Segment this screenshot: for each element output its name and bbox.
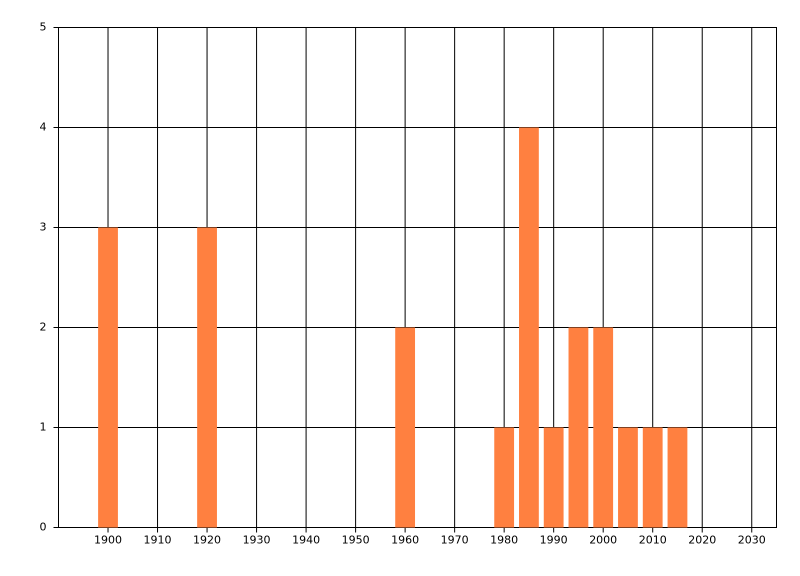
x-tick-label: 1920: [193, 534, 221, 547]
bar: [543, 427, 564, 528]
x-tick-label: 2030: [738, 534, 766, 547]
bar: [98, 227, 118, 528]
x-tick-label: 1900: [94, 534, 122, 547]
x-tick-label: 2000: [589, 534, 617, 547]
bar: [568, 327, 589, 528]
x-tick-label: 1960: [391, 534, 419, 547]
x-tick-label: 1970: [441, 534, 469, 547]
x-tick-label: 1980: [490, 534, 518, 547]
x-tick-label: 1950: [342, 534, 370, 547]
bar: [667, 427, 688, 528]
bar: [519, 127, 539, 528]
x-tick-label: 2010: [639, 534, 667, 547]
bar: [618, 427, 638, 528]
bar: [395, 327, 416, 528]
x-tick-label: 2020: [688, 534, 716, 547]
y-tick-label: 0: [40, 521, 47, 534]
y-tick-label: 3: [40, 221, 47, 234]
y-tick-label: 1: [40, 421, 47, 434]
y-tick-label: 5: [40, 21, 47, 34]
x-tick-label: 1940: [292, 534, 320, 547]
y-tick-label: 2: [40, 321, 47, 334]
x-tick-label: 1930: [243, 534, 271, 547]
bar: [642, 427, 663, 528]
bar: [494, 427, 515, 528]
bar: [197, 227, 217, 528]
x-tick-label: 1990: [540, 534, 568, 547]
y-tick-label: 4: [40, 121, 47, 134]
x-tick-label: 1910: [144, 534, 172, 547]
bar: [593, 327, 614, 528]
